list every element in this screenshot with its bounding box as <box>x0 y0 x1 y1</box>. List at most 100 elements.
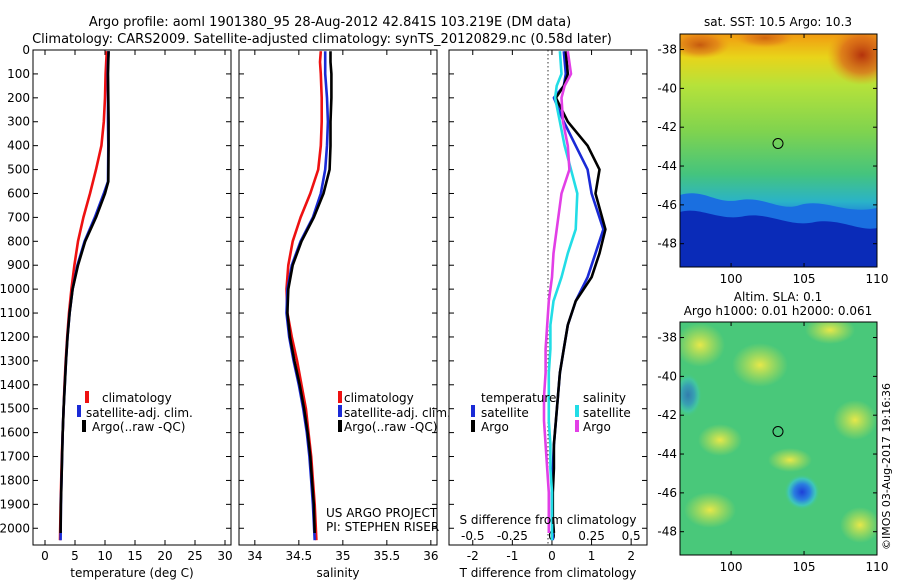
x-tick-label: 25 <box>187 549 202 563</box>
legend-label-argo: Argo(..raw -QC) <box>92 420 185 434</box>
sst-map-panel: sat. SST: 10.5 Argo: 10.3 -38 -40 -42 -44 -4… <box>657 15 888 286</box>
x-tick-label: 0 <box>41 549 49 563</box>
x-tick-label: 35 <box>335 549 350 563</box>
temperature-legend: climatology satellite-adj. clim. Argo(..… <box>77 391 193 434</box>
legend-swatch-satellite <box>77 405 81 417</box>
legend-label-climatology: climatology <box>102 391 172 405</box>
x2-tick-label: 0.5 <box>622 529 641 543</box>
sla-high-anomaly <box>732 343 788 387</box>
legend-swatch-climatology <box>338 391 342 403</box>
series-line-s-argo <box>542 51 573 533</box>
sla-high-anomaly <box>680 323 725 367</box>
project-annotation-line-1: US ARGO PROJECT <box>326 506 438 520</box>
legend-label-s-satellite: satellite <box>583 406 631 420</box>
x-tick-label: 2 <box>627 549 635 563</box>
y-tick-label: 1800 <box>0 473 30 487</box>
legend-label-satellite: satellite-adj. clim. <box>86 406 193 420</box>
salinity-series <box>285 51 333 541</box>
sst-map-frame <box>679 33 878 268</box>
legend-label-t-argo: Argo <box>481 420 509 434</box>
title-line-2: Climatology: CARS2009. Satellite-adjuste… <box>32 32 612 47</box>
y-tick-label: 1600 <box>0 426 30 440</box>
x-tick-label: 105 <box>793 560 816 574</box>
y-tick-label: 100 <box>7 67 30 81</box>
x-tick-label: 20 <box>157 549 172 563</box>
temperature-panel: 0100200300400500600700800900100011001200… <box>0 43 233 580</box>
legend-swatch-s-argo <box>575 420 579 432</box>
temperature-xlabel: temperature (deg C) <box>70 566 193 580</box>
legend-swatch-t-satellite <box>471 405 475 417</box>
x2-tick-label: 0.25 <box>578 529 605 543</box>
y-tick-label: 900 <box>7 258 30 272</box>
x-tick-label: 35.5 <box>373 549 400 563</box>
sla-low-anomaly <box>680 373 702 417</box>
series-line-argo-raw-qc- <box>59 51 110 534</box>
legend-swatch-t-argo <box>471 420 475 432</box>
y-tick-label: -46 <box>657 198 677 212</box>
y-tick-label: 500 <box>7 163 30 177</box>
legend-label-satellite: satellite-adj. clim. <box>344 406 451 420</box>
sst-map-ticks: -38 -40 -42 -44 -46 -48 100 105 110 <box>657 34 888 286</box>
argo-float-marker <box>772 426 784 437</box>
x-tick-label: -1 <box>506 549 518 563</box>
salinity-ticks: 34 34.5 35 35.5 36 <box>239 49 438 563</box>
y-tick-label: -38 <box>657 43 677 57</box>
sst-warm-patch <box>735 34 795 48</box>
sla-high-anomaly <box>768 448 812 472</box>
y-tick-label: 600 <box>7 186 30 200</box>
y-tick-label: 1200 <box>0 330 30 344</box>
sst-warm-patch <box>827 34 877 85</box>
y-tick-label: 0 <box>22 43 30 57</box>
x-tick-label: 5 <box>71 549 79 563</box>
legend-swatch-argo <box>82 420 86 432</box>
temperature-ticks: 0100200300400500600700800900100011001200… <box>0 43 233 563</box>
y-tick-label: -40 <box>657 369 677 383</box>
series-line-s-satellite <box>547 51 579 541</box>
x2-tick-label: -0.5 <box>461 529 484 543</box>
legend-label-s-argo: Argo <box>583 420 611 434</box>
x-tick-label: 100 <box>720 560 743 574</box>
x-tick-label: 110 <box>866 560 889 574</box>
x-tick-label: 100 <box>720 272 743 286</box>
legend-swatch-s-satellite <box>575 405 579 417</box>
y-tick-label: -44 <box>657 447 677 461</box>
difference-panel: -2 -1 0 1 2-0.5 -0.25 0 0.25 0.5 T difference fr… <box>448 49 648 580</box>
y-tick-label: 1300 <box>0 354 30 368</box>
x2-tick-label: -0.25 <box>497 529 528 543</box>
y-tick-label: -48 <box>657 525 677 539</box>
sla-map-ticks: -38 -40 -42 -44 -46 -48 100 105 110 <box>657 322 888 574</box>
legend-label-argo: Argo(..raw -QC) <box>344 420 437 434</box>
y-tick-label: 700 <box>7 210 30 224</box>
x-tick-label: -2 <box>467 549 479 563</box>
sla-map-frame <box>679 321 878 556</box>
title-line-1: Argo profile: aoml 1901380_95 28-Aug-201… <box>89 15 571 30</box>
x-tick-label: 10 <box>97 549 112 563</box>
x-tick-label: 36 <box>423 549 438 563</box>
sla-high-anomaly <box>698 424 742 456</box>
difference-series <box>542 51 607 541</box>
legend-swatch-argo <box>338 420 342 432</box>
x-tick-label: 1 <box>588 549 596 563</box>
argo-float-marker <box>772 138 784 149</box>
sst-cold-water <box>680 210 877 267</box>
sst-warm-patch <box>680 34 730 59</box>
y-tick-label: 1900 <box>0 497 30 511</box>
sla-high-anomaly <box>833 400 877 440</box>
y-tick-label: 400 <box>7 139 30 153</box>
x-tick-label: 105 <box>793 272 816 286</box>
temperature-axes-frame <box>32 49 232 546</box>
series-line-argo-raw-qc- <box>286 51 333 534</box>
difference-legend: temperature salinity satellite Argo sate… <box>471 391 631 434</box>
y-tick-label: -44 <box>657 159 677 173</box>
y-tick-label: 800 <box>7 234 30 248</box>
y-tick-label: -42 <box>657 408 677 422</box>
x-tick-label: 34.5 <box>285 549 312 563</box>
y-tick-label: 300 <box>7 115 30 129</box>
y-tick-label: 200 <box>7 91 30 105</box>
difference-xlabel: T difference from climatology <box>459 566 637 580</box>
salinity-xlabel: salinity <box>316 566 359 580</box>
y-tick-label: -38 <box>657 331 677 345</box>
salinity-axes-frame <box>238 49 438 546</box>
salinity-panel: 34 34.5 35 35.5 36 salinity climatology sate… <box>238 49 451 580</box>
